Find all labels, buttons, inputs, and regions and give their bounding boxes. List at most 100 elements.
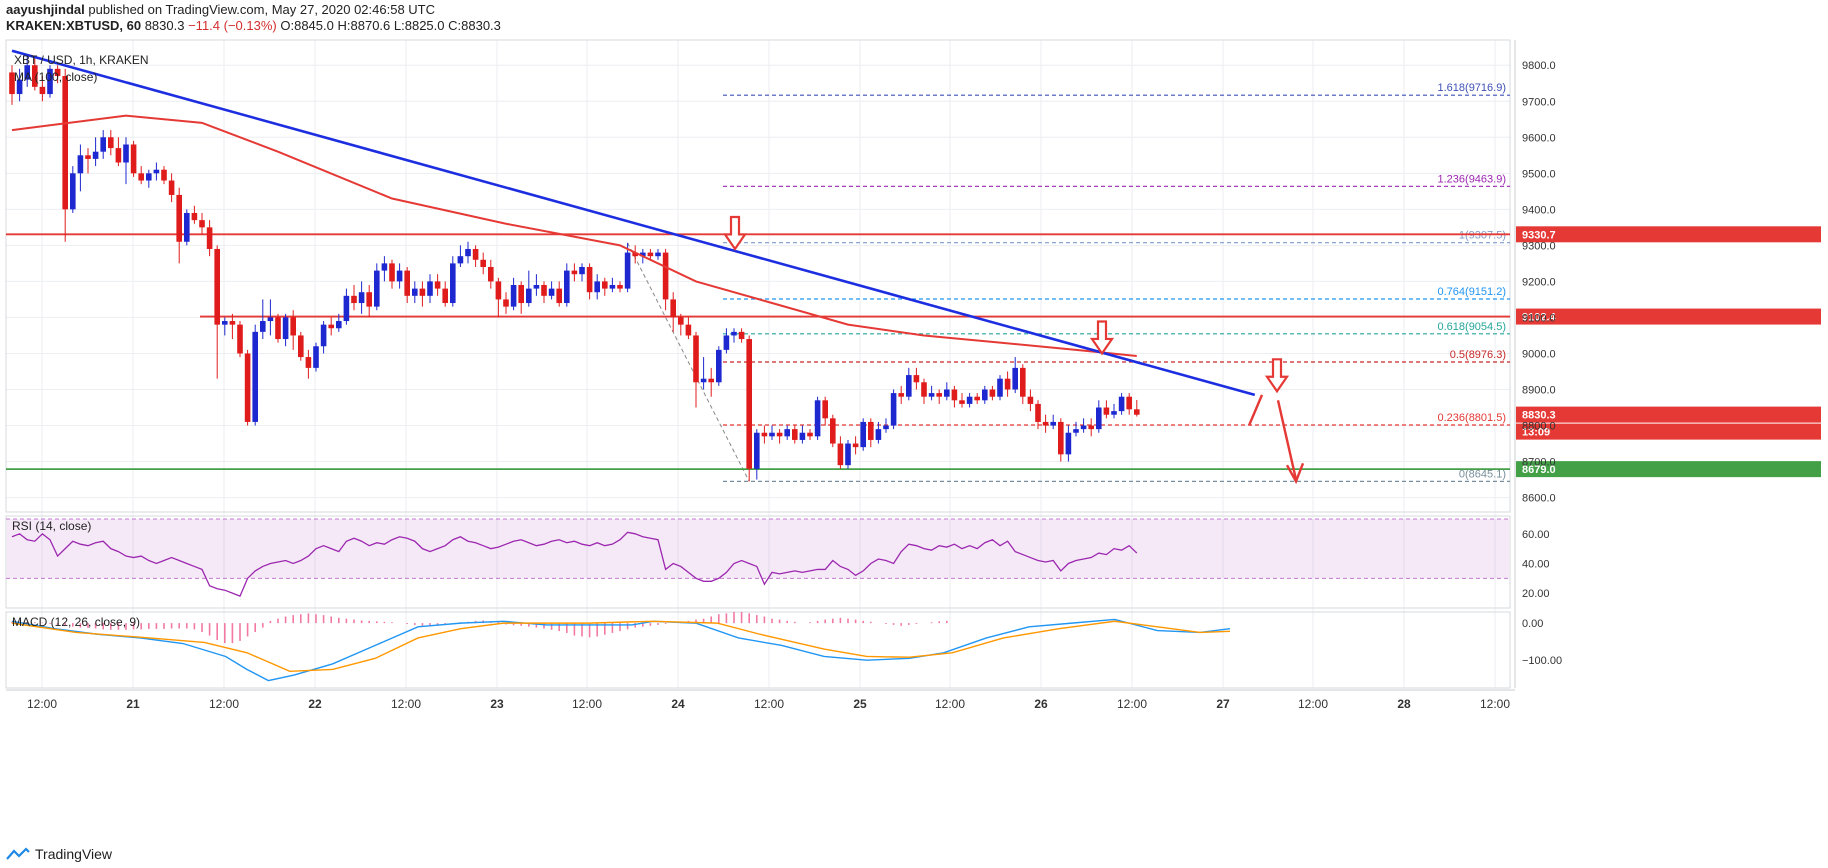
candle-body xyxy=(624,252,631,289)
price-tag-label: 13:09 xyxy=(1522,427,1550,439)
candle-body xyxy=(556,288,562,304)
candle-body xyxy=(381,263,388,271)
candle-body xyxy=(989,389,996,397)
candle-body xyxy=(336,321,342,329)
level-tag xyxy=(1516,461,1821,478)
candle-body xyxy=(609,285,616,289)
level-tag-label: 8679.0 xyxy=(1522,464,1556,476)
candle-body xyxy=(1020,367,1026,397)
candle-body xyxy=(769,432,775,437)
price-tag xyxy=(1516,406,1821,423)
candle-body xyxy=(85,155,91,159)
symbol-label: KRAKEN:XBTUSD, 60 xyxy=(6,18,142,33)
candle-body xyxy=(16,79,23,95)
candle-body xyxy=(1126,396,1132,410)
chart-grid xyxy=(6,40,1510,688)
publish-info: published on TradingView.com, May 27, 20… xyxy=(88,2,436,17)
candle-body xyxy=(472,248,479,260)
footer: TradingView xyxy=(6,844,112,864)
fib-level-label: 1(9307.5) xyxy=(1459,230,1506,242)
x-tick-label: 12:00 xyxy=(1117,697,1147,711)
candle-body xyxy=(313,346,319,368)
last-price: 8830.3 xyxy=(144,18,185,33)
candle-body xyxy=(1096,407,1102,430)
candle-body xyxy=(214,248,220,325)
macd-tick-label: −100.00 xyxy=(1522,655,1562,667)
candle-body xyxy=(206,227,213,249)
author-name[interactable]: aayushjindal xyxy=(6,2,85,17)
rejection-arrow-icon xyxy=(1264,358,1290,394)
rsi-tick-label: 60.00 xyxy=(1522,529,1550,541)
x-tick-label: 12:00 xyxy=(935,697,965,711)
candle-body xyxy=(921,382,927,397)
candle-body xyxy=(868,421,874,440)
main-pane-frame xyxy=(5,39,1511,513)
candle-body xyxy=(792,429,798,440)
candle-body xyxy=(579,266,585,275)
bearish-trend-line xyxy=(11,49,1256,397)
candle-body xyxy=(320,324,327,347)
candle-body xyxy=(526,288,532,304)
candle-body xyxy=(153,169,160,174)
horizontal-levels: 9330.7 9102.4 8679.0 8830.3 13:09 xyxy=(6,226,1821,478)
low-label: L:8825.0 xyxy=(393,18,445,33)
candle-body xyxy=(685,324,692,336)
x-tick-label: 24 xyxy=(671,697,685,711)
macd-pane-frame xyxy=(5,611,1511,689)
candle-body xyxy=(32,65,38,87)
candle-body xyxy=(518,285,524,304)
tradingview-logo-icon[interactable] xyxy=(6,847,30,861)
fibonacci-levels: 1.618(9716.9) 1.236(9463.9) 1(9307.5) 0.764… xyxy=(627,82,1510,482)
candle-body xyxy=(366,292,372,307)
candle-body xyxy=(1012,367,1018,390)
candle-body xyxy=(852,443,859,448)
candle-body xyxy=(814,400,821,437)
chart-title: XBT / USD, 1h, KRAKEN xyxy=(14,53,149,67)
candle-body xyxy=(966,396,973,404)
publish-line: aayushjindal published on TradingView.co… xyxy=(6,2,501,18)
candle-body xyxy=(632,252,638,257)
candle-body xyxy=(1103,407,1110,415)
candle-body xyxy=(123,144,129,163)
trend-line xyxy=(11,49,1256,397)
candle-body xyxy=(77,155,84,174)
candle-body xyxy=(199,220,205,228)
fib-level-label: 0(8645.1) xyxy=(1459,468,1506,480)
candle-body xyxy=(39,86,46,95)
candle-body xyxy=(1118,396,1125,412)
candle-body xyxy=(1080,425,1087,430)
candle-body xyxy=(480,259,486,267)
brand-name[interactable]: TradingView xyxy=(35,846,113,862)
x-tick-label: 12:00 xyxy=(391,697,421,711)
candle-body xyxy=(731,331,737,336)
candle-body xyxy=(252,331,258,422)
y-tick-label: 9100.0 xyxy=(1522,312,1556,324)
level-tag xyxy=(1516,308,1821,325)
candle-body xyxy=(168,180,175,195)
candle-body xyxy=(9,72,15,95)
level-tag-label: 9330.7 xyxy=(1522,229,1556,241)
candle-body xyxy=(670,299,676,318)
candle-body xyxy=(974,396,980,401)
x-tick-label: 22 xyxy=(308,697,322,711)
candle-body xyxy=(54,68,61,77)
annotations xyxy=(722,215,1305,485)
candle-body xyxy=(913,375,920,383)
candle-body xyxy=(1088,425,1094,430)
candle-body xyxy=(442,288,448,304)
y-tick-label: 9500.0 xyxy=(1522,168,1556,180)
candle-body xyxy=(754,432,760,469)
candle-body xyxy=(351,295,357,304)
candle-body xyxy=(738,331,745,340)
candle-body xyxy=(138,173,144,181)
candle-body xyxy=(951,389,958,401)
candle-body xyxy=(396,270,403,282)
candle-body xyxy=(191,212,198,221)
down-move-arrow-icon xyxy=(1276,400,1298,480)
y-tick-label: 9400.0 xyxy=(1522,204,1556,216)
fib-level-label: 0.618(9054.5) xyxy=(1438,321,1507,333)
chart-header: aayushjindal published on TradingView.co… xyxy=(6,2,501,36)
x-tick-label: 25 xyxy=(853,697,867,711)
fib-level-label: 0.764(9151.2) xyxy=(1438,286,1507,298)
